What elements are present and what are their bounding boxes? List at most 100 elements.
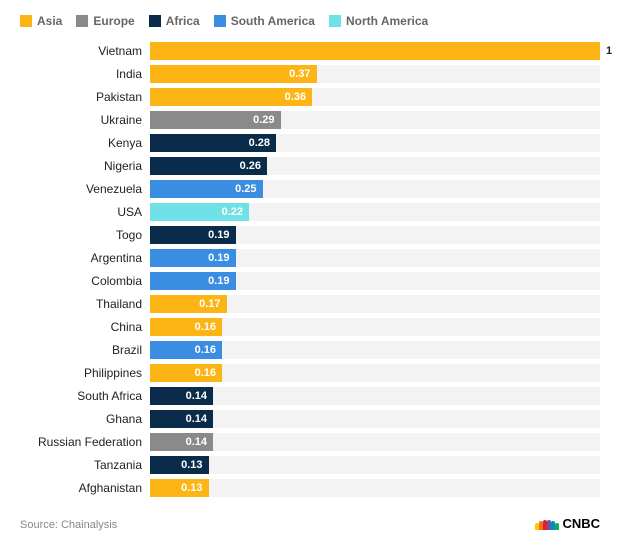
chart-row: Afghanistan 0.13 (20, 477, 600, 499)
legend-label: South America (231, 14, 315, 28)
bar-track: 0.13 (150, 479, 600, 497)
bar-value: 0.19 (208, 229, 229, 241)
cnbc-wordmark: CNBC (562, 516, 600, 531)
bar-track: 0.13 (150, 456, 600, 474)
chart-row: Kenya 0.28 (20, 132, 600, 154)
legend: Asia Europe Africa South America North Ameri… (20, 14, 600, 28)
bar-track: 1 (150, 42, 600, 60)
bar-value: 0.36 (285, 91, 306, 103)
bar-track: 0.37 (150, 65, 600, 83)
chart-row: Thailand 0.17 (20, 293, 600, 315)
bar-track: 0.17 (150, 295, 600, 313)
bar-track: 0.26 (150, 157, 600, 175)
country-label: Vietnam (20, 44, 150, 58)
peacock-feather (555, 523, 559, 530)
legend-swatch (149, 15, 161, 27)
chart-row: Philippines0.16 (20, 362, 600, 384)
bar: 0.16 (150, 318, 222, 336)
bar: 0.25 (150, 180, 263, 198)
bar: 0.13 (150, 479, 209, 497)
bar: 0.26 (150, 157, 267, 175)
bar: 0.14 (150, 387, 213, 405)
chart-row: Colombia0.19 (20, 270, 600, 292)
bar-track: 0.29 (150, 111, 600, 129)
source-text: Source: Chainalysis (20, 519, 117, 531)
chart-row: South Africa0.14 (20, 385, 600, 407)
legend-label: Asia (37, 14, 62, 28)
country-label: Ukraine (20, 113, 150, 127)
chart-row: India 0.37 (20, 63, 600, 85)
bar-value: 0.37 (289, 68, 310, 80)
bar: 0.14 (150, 433, 213, 451)
bar: 0.13 (150, 456, 209, 474)
chart-row: Argentina0.19 (20, 247, 600, 269)
bar: 0.16 (150, 364, 222, 382)
chart-row: Ukraine 0.29 (20, 109, 600, 131)
bar-value: 0.28 (249, 137, 270, 149)
bar-value: 0.16 (195, 321, 216, 333)
country-label: Thailand (20, 297, 150, 311)
bar: 0.19 (150, 272, 236, 290)
bar: 1 (150, 42, 600, 60)
bar-track: 0.14 (150, 433, 600, 451)
bar: 0.19 (150, 226, 236, 244)
bar-track: 0.16 (150, 364, 600, 382)
legend-item: Europe (76, 14, 134, 28)
bar-track: 0.19 (150, 272, 600, 290)
country-label: India (20, 67, 150, 81)
chart-row: Brazil 0.16 (20, 339, 600, 361)
bar-value: 0.13 (181, 459, 202, 471)
bar-value: 0.17 (199, 298, 220, 310)
bar-track: 0.36 (150, 88, 600, 106)
chart-footer: Source: Chainalysis CNBC (20, 516, 600, 531)
bar: 0.29 (150, 111, 281, 129)
peacock-icon (535, 520, 559, 530)
country-label: Venezuela (20, 182, 150, 196)
chart-row: China0.16 (20, 316, 600, 338)
bar-track: 0.16 (150, 341, 600, 359)
bar-value: 0.13 (181, 482, 202, 494)
cnbc-logo: CNBC (535, 516, 600, 531)
bar-value: 0.14 (186, 413, 207, 425)
country-label: Colombia (20, 274, 150, 288)
chart-row: Ghana0.14 (20, 408, 600, 430)
country-label: Pakistan (20, 90, 150, 104)
bar: 0.28 (150, 134, 276, 152)
legend-item: Asia (20, 14, 62, 28)
bar: 0.14 (150, 410, 213, 428)
chart-row: Tanzania0.13 (20, 454, 600, 476)
bar: 0.37 (150, 65, 317, 83)
chart-row: Nigeria0.26 (20, 155, 600, 177)
bar-value: 1 (600, 45, 612, 57)
bar-track: 0.16 (150, 318, 600, 336)
legend-label: Africa (166, 14, 200, 28)
bar-track: 0.14 (150, 410, 600, 428)
legend-swatch (76, 15, 88, 27)
legend-swatch (214, 15, 226, 27)
chart-row: Venezuela0.25 (20, 178, 600, 200)
chart-row: Russian Federation0.14 (20, 431, 600, 453)
bar-value: 0.14 (186, 436, 207, 448)
country-label: Philippines (20, 366, 150, 380)
legend-label: North America (346, 14, 428, 28)
legend-swatch (329, 15, 341, 27)
bar-track: 0.14 (150, 387, 600, 405)
bar-track: 0.19 (150, 249, 600, 267)
bar-track: 0.28 (150, 134, 600, 152)
country-label: Kenya (20, 136, 150, 150)
bar: 0.17 (150, 295, 227, 313)
bar-value: 0.29 (253, 114, 274, 126)
country-label: Brazil (20, 343, 150, 357)
chart-row: Pakistan 0.36 (20, 86, 600, 108)
legend-label: Europe (93, 14, 134, 28)
legend-swatch (20, 15, 32, 27)
bar-track: 0.25 (150, 180, 600, 198)
chart-row: Togo0.19 (20, 224, 600, 246)
bar-value: 0.22 (222, 206, 243, 218)
bar-value: 0.14 (186, 390, 207, 402)
bar-value: 0.16 (195, 344, 216, 356)
country-label: Afghanistan (20, 481, 150, 495)
bar: 0.19 (150, 249, 236, 267)
country-label: USA (20, 205, 150, 219)
legend-item: North America (329, 14, 428, 28)
